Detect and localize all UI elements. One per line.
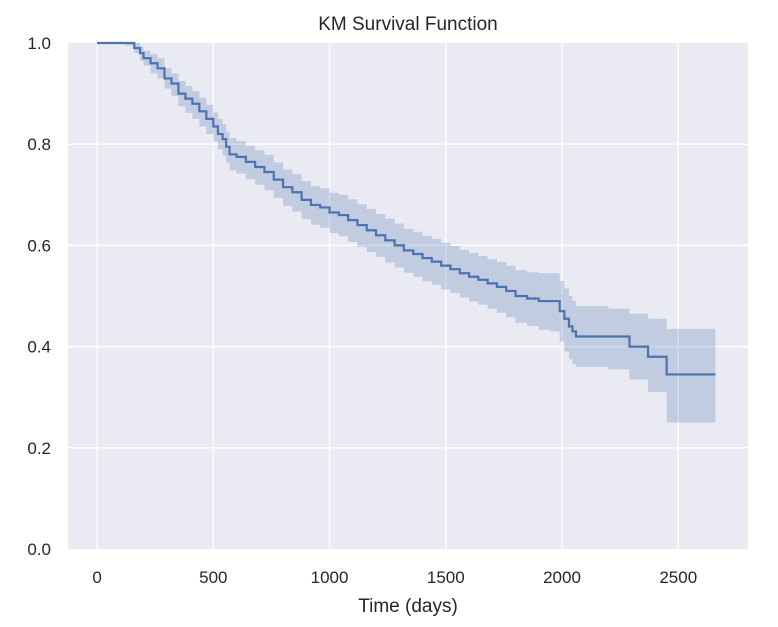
x-axis-label: Time (days) [358,596,458,617]
plot-area [68,43,748,549]
y-tick-label: 0.0 [27,540,51,559]
confidence-band [97,43,716,423]
x-tick-label: 0 [92,568,101,587]
chart-title: KM Survival Function [318,14,498,35]
survival-line [97,41,716,376]
x-tick-label: 1000 [311,568,349,587]
grid-lines [68,43,748,549]
y-tick-label: 0.8 [27,135,51,154]
y-axis-ticks: 0.0 0.2 0.4 0.6 0.8 1.0 [27,34,51,559]
x-tick-label: 2500 [659,568,697,587]
y-tick-label: 1.0 [27,34,51,53]
confidence-interval-band [97,43,716,423]
x-tick-label: 500 [199,568,227,587]
x-axis-ticks: 0 500 1000 1500 2000 2500 [92,568,697,587]
y-tick-label: 0.6 [27,236,51,255]
x-tick-label: 1500 [427,568,465,587]
survival-series [97,41,716,376]
y-tick-label: 0.2 [27,439,51,458]
x-tick-label: 2000 [543,568,581,587]
y-tick-label: 0.4 [27,338,51,357]
